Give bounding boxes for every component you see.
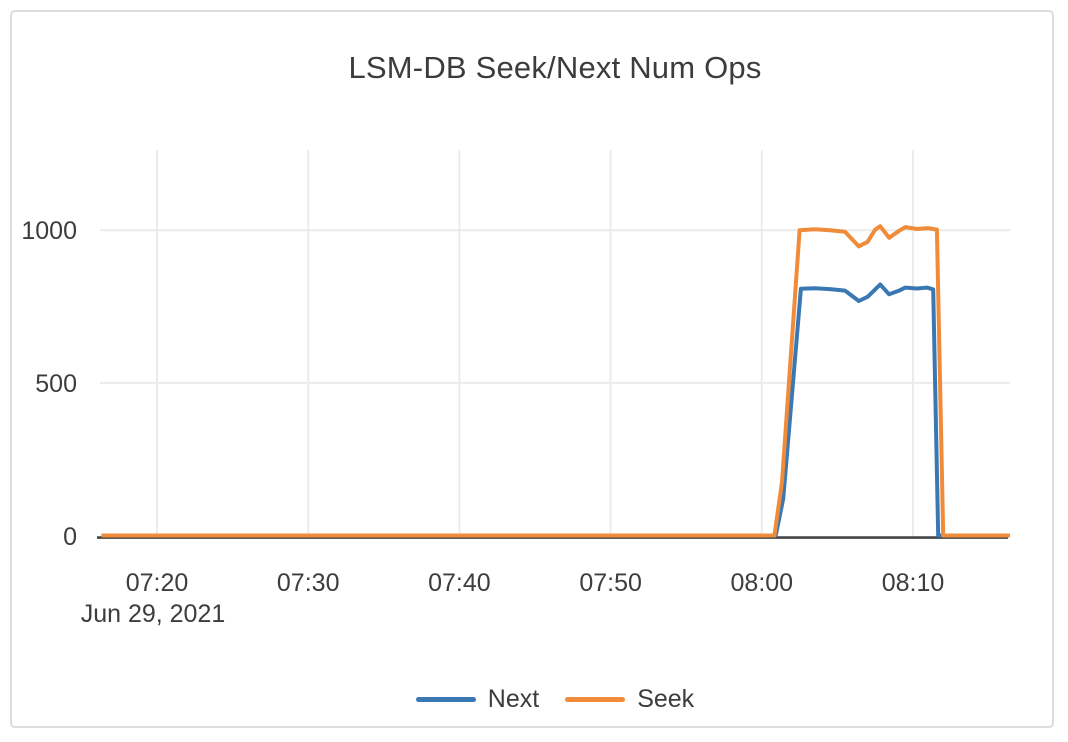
y-tick-label: 1000 [21, 217, 77, 246]
seek-line[interactable] [101, 224, 1010, 538]
y-tick-label: 0 [63, 522, 77, 551]
legend-label: Seek [637, 684, 695, 713]
x-tick-label: 07:20 [125, 569, 189, 597]
legend-swatch-next [415, 696, 476, 702]
next-line[interactable] [101, 282, 1010, 538]
legend-label: Next [487, 684, 540, 713]
y-tick-label: 500 [35, 369, 77, 398]
x-tick-label: 07:40 [428, 569, 491, 597]
chart-title: LSM-DB Seek/Next Num Ops [348, 50, 762, 85]
legend: Next Seek [100, 684, 1010, 714]
x-axis-date-label: Jun 29, 2021 [80, 600, 226, 628]
x-tick-label: 07:30 [276, 569, 340, 597]
x-tick-label: 08:10 [881, 569, 945, 597]
legend-swatch-seek [565, 696, 626, 702]
legend-item-next[interactable]: Next [415, 684, 540, 714]
x-tick-label: 07:50 [579, 569, 642, 597]
legend-item-seek[interactable]: Seek [565, 685, 694, 714]
chart-card [10, 10, 1054, 728]
x-tick-label: 08:00 [730, 569, 794, 597]
